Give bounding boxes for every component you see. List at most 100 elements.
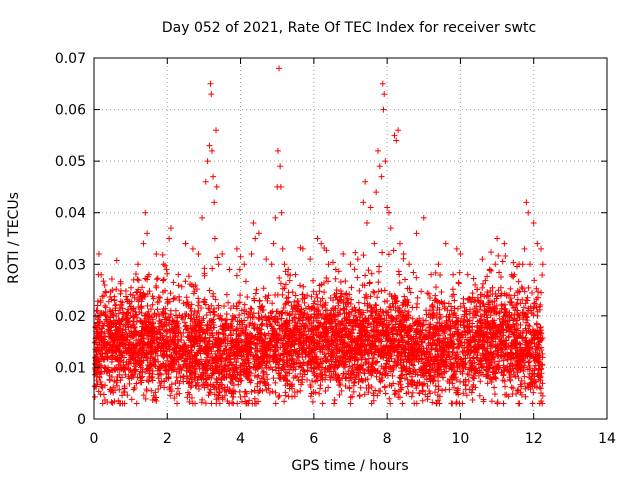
data-point bbox=[254, 383, 261, 390]
data-point bbox=[264, 376, 271, 383]
data-point bbox=[208, 91, 215, 98]
data-point bbox=[418, 288, 425, 295]
data-point bbox=[511, 292, 518, 299]
data-point bbox=[442, 386, 449, 393]
data-point bbox=[93, 377, 100, 384]
data-point bbox=[373, 373, 380, 380]
data-point bbox=[365, 389, 372, 396]
data-point bbox=[469, 397, 476, 404]
data-point bbox=[200, 370, 207, 377]
data-point bbox=[164, 300, 171, 307]
data-point bbox=[488, 267, 495, 274]
data-point bbox=[374, 392, 381, 399]
data-point bbox=[514, 369, 521, 376]
data-point bbox=[187, 281, 194, 288]
data-point bbox=[442, 240, 449, 247]
data-point bbox=[195, 299, 202, 306]
data-point bbox=[396, 279, 403, 286]
data-point bbox=[247, 305, 254, 312]
data-point bbox=[160, 276, 167, 283]
data-point bbox=[533, 320, 540, 327]
data-point bbox=[266, 389, 273, 396]
data-point bbox=[487, 287, 494, 294]
data-point bbox=[499, 377, 506, 384]
data-point bbox=[97, 299, 104, 306]
data-point bbox=[317, 382, 324, 389]
data-point bbox=[152, 389, 159, 396]
data-point bbox=[457, 250, 464, 257]
data-point bbox=[521, 245, 528, 252]
data-point bbox=[510, 385, 517, 392]
data-point bbox=[94, 320, 101, 327]
data-point bbox=[517, 322, 524, 329]
data-point bbox=[318, 281, 325, 288]
data-point bbox=[92, 323, 99, 330]
data-point bbox=[376, 163, 383, 170]
data-point bbox=[373, 189, 380, 196]
data-point bbox=[518, 377, 525, 384]
data-point bbox=[419, 397, 426, 404]
data-point bbox=[539, 271, 546, 278]
data-point bbox=[278, 209, 285, 216]
data-point bbox=[384, 204, 391, 211]
data-point bbox=[505, 334, 512, 341]
data-point bbox=[362, 272, 369, 279]
data-point bbox=[430, 312, 437, 319]
data-point bbox=[367, 312, 374, 319]
data-point bbox=[163, 333, 170, 340]
data-point bbox=[160, 261, 167, 268]
data-point bbox=[178, 283, 185, 290]
data-point bbox=[496, 269, 503, 276]
data-points bbox=[91, 65, 546, 407]
data-point bbox=[479, 256, 486, 263]
data-point bbox=[211, 235, 218, 242]
data-point bbox=[110, 384, 117, 391]
data-point bbox=[368, 384, 375, 391]
data-point bbox=[277, 183, 284, 190]
data-point bbox=[144, 230, 151, 237]
data-point bbox=[226, 266, 233, 273]
data-point bbox=[281, 261, 288, 268]
data-point bbox=[435, 261, 442, 268]
data-point bbox=[371, 240, 378, 247]
data-point bbox=[213, 127, 220, 134]
data-point bbox=[256, 298, 263, 305]
data-point bbox=[338, 387, 345, 394]
data-point bbox=[385, 251, 392, 258]
data-point bbox=[279, 350, 286, 357]
data-point bbox=[91, 393, 98, 400]
data-point bbox=[134, 261, 141, 268]
data-point bbox=[453, 245, 460, 252]
data-point bbox=[308, 390, 315, 397]
data-point bbox=[282, 301, 289, 308]
data-point bbox=[534, 294, 541, 301]
data-point bbox=[435, 377, 442, 384]
data-point bbox=[327, 295, 334, 302]
data-point bbox=[378, 287, 385, 294]
data-point bbox=[292, 292, 299, 299]
data-point bbox=[276, 65, 283, 72]
data-point bbox=[472, 281, 479, 288]
data-point bbox=[128, 396, 135, 403]
data-point bbox=[414, 294, 421, 301]
data-point bbox=[161, 384, 168, 391]
data-point bbox=[263, 256, 270, 263]
data-point bbox=[432, 382, 439, 389]
data-point bbox=[450, 271, 457, 278]
data-point bbox=[151, 311, 158, 318]
data-point bbox=[210, 290, 217, 297]
data-point bbox=[213, 183, 220, 190]
data-point bbox=[514, 360, 521, 367]
data-point bbox=[111, 297, 118, 304]
data-point bbox=[263, 347, 270, 354]
data-point bbox=[107, 288, 114, 295]
data-point bbox=[428, 342, 435, 349]
data-point bbox=[308, 293, 315, 300]
data-point bbox=[313, 373, 320, 380]
data-point bbox=[355, 299, 362, 306]
data-point bbox=[310, 288, 317, 295]
data-point bbox=[422, 317, 429, 324]
data-point bbox=[495, 252, 502, 259]
data-point bbox=[413, 274, 420, 281]
data-point bbox=[467, 306, 474, 313]
